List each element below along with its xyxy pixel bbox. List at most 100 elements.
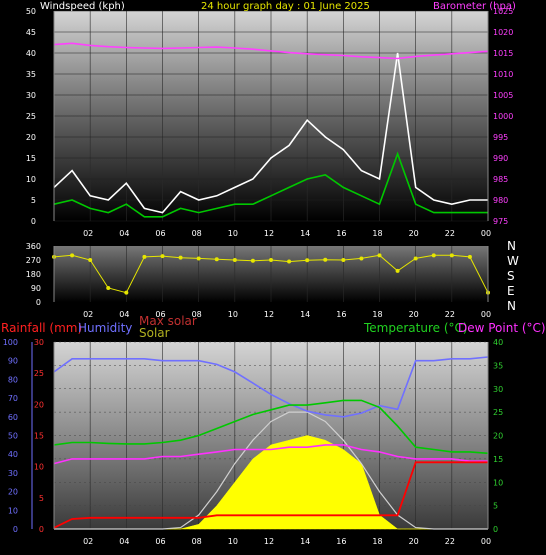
humidity-y-tick-label: 70 <box>8 394 18 403</box>
legend-temperature: Temperature (°C) <box>364 321 468 335</box>
x-tick-label: 00 <box>481 537 491 546</box>
barometer-y-tick-label: 1025 <box>493 7 513 16</box>
x-tick-label: 04 <box>119 229 129 238</box>
humidity-y-tick-label: 30 <box>8 469 18 478</box>
temp-y-tick-label: 10 <box>493 478 503 487</box>
temp-y-tick-label: 5 <box>493 502 498 511</box>
x-tick-label: 18 <box>372 310 382 319</box>
barometer-y-tick-label: 990 <box>493 154 508 163</box>
rain-y-tick-label: 15 <box>34 432 44 441</box>
x-tick-label: 20 <box>409 229 419 238</box>
temp-y-tick-label: 25 <box>493 408 503 417</box>
temperature-line <box>53 399 489 455</box>
x-tick-label: 04 <box>119 537 129 546</box>
rain-y-tick-label: 25 <box>34 369 44 378</box>
direction-y-tick-label: 180 <box>26 270 41 279</box>
wind-gust-line <box>53 52 488 214</box>
x-tick-label: 12 <box>264 229 274 238</box>
barometer-axis-title: Barometer (hpa) <box>433 1 516 12</box>
humidity-y-tick-label: 10 <box>8 506 18 515</box>
wind-y-tick-label: 15 <box>26 154 36 163</box>
wind-y-tick-label: 50 <box>26 7 36 16</box>
direction-y-tick-label: 0 <box>36 298 41 307</box>
x-tick-label: 10 <box>228 229 238 238</box>
x-tick-label: 20 <box>409 537 419 546</box>
barometer-y-tick-label: 995 <box>493 133 508 142</box>
x-tick-label: 12 <box>264 537 274 546</box>
x-tick-label: 04 <box>119 310 129 319</box>
humidity-y-tick-label: 100 <box>3 338 18 347</box>
wind-y-tick-label: 10 <box>26 175 36 184</box>
humidity-y-tick-label: 50 <box>8 432 18 441</box>
x-tick-label: 14 <box>300 229 310 238</box>
direction-line <box>53 254 489 294</box>
x-tick-label: 20 <box>409 310 419 319</box>
max-solar-line <box>54 411 488 530</box>
wind-y-tick-label: 30 <box>26 91 36 100</box>
x-tick-label: 14 <box>300 310 310 319</box>
axes <box>31 11 489 529</box>
rain-y-tick-label: 10 <box>34 463 44 472</box>
temp-y-tick-label: 15 <box>493 455 503 464</box>
rain-y-tick-label: 0 <box>39 525 44 534</box>
wind-average-line <box>53 151 488 218</box>
humidity-y-tick-label: 90 <box>8 357 18 366</box>
x-tick-label: 18 <box>372 537 382 546</box>
temp-y-tick-label: 40 <box>493 338 503 347</box>
barometer-line <box>53 42 489 60</box>
compass-n-bottom: N <box>507 299 516 313</box>
direction-y-tick-label: 360 <box>26 242 41 251</box>
windspeed-axis-title: Windspeed (kph) <box>40 1 125 12</box>
humidity-y-tick-label: 60 <box>8 413 18 422</box>
temp-y-tick-label: 35 <box>493 361 503 370</box>
x-tick-label: 10 <box>228 537 238 546</box>
legend-dew-point: Dew Point (°C) <box>458 321 546 335</box>
x-tick-label: 16 <box>336 537 346 546</box>
x-tick-label: 02 <box>83 537 93 546</box>
wind-y-tick-label: 40 <box>26 49 36 58</box>
barometer-y-tick-label: 975 <box>493 217 508 226</box>
x-tick-label: 12 <box>264 310 274 319</box>
rain-y-tick-label: 5 <box>39 494 44 503</box>
x-tick-label: 02 <box>83 229 93 238</box>
x-tick-label: 10 <box>228 310 238 319</box>
legend-rainfall: Rainfall (mm) <box>1 321 83 335</box>
compass-s: S <box>507 269 515 283</box>
humidity-y-tick-label: 20 <box>8 488 18 497</box>
x-tick-label: 08 <box>192 229 202 238</box>
barometer-y-tick-label: 985 <box>493 175 508 184</box>
wind-y-tick-label: 45 <box>26 28 36 37</box>
temp-y-tick-label: 0 <box>493 525 498 534</box>
x-tick-label: 22 <box>445 537 455 546</box>
wind-y-tick-label: 20 <box>26 133 36 142</box>
legend-solar: Solar <box>139 326 170 340</box>
legend-max-solar: Max solar <box>139 314 197 328</box>
compass-e: E <box>507 284 515 298</box>
x-tick-label: 08 <box>192 537 202 546</box>
chart-title: 24 hour graph day : 01 June 2025 <box>201 1 370 12</box>
x-tick-label: 00 <box>481 310 491 319</box>
barometer-y-tick-label: 1010 <box>493 70 513 79</box>
rainfall-line <box>53 461 488 529</box>
rain-y-tick-label: 30 <box>34 338 44 347</box>
x-tick-label: 00 <box>481 229 491 238</box>
wind-y-tick-label: 5 <box>31 196 36 205</box>
humidity-y-tick-label: 80 <box>8 375 18 384</box>
barometer-y-tick-label: 980 <box>493 196 508 205</box>
barometer-y-tick-label: 1020 <box>493 28 513 37</box>
humidity-line <box>53 356 489 418</box>
x-tick-label: 16 <box>336 310 346 319</box>
wind-y-tick-label: 0 <box>31 217 36 226</box>
humidity-y-tick-label: 0 <box>13 525 18 534</box>
wind-y-tick-label: 35 <box>26 70 36 79</box>
x-tick-label: 06 <box>155 310 165 319</box>
x-tick-label: 08 <box>192 310 202 319</box>
direction-y-tick-label: 270 <box>26 256 41 265</box>
barometer-y-tick-label: 1015 <box>493 49 513 58</box>
x-tick-label: 22 <box>445 229 455 238</box>
x-tick-label: 14 <box>300 537 310 546</box>
compass-n-top: N <box>507 239 516 253</box>
humidity-y-tick-label: 40 <box>8 450 18 459</box>
